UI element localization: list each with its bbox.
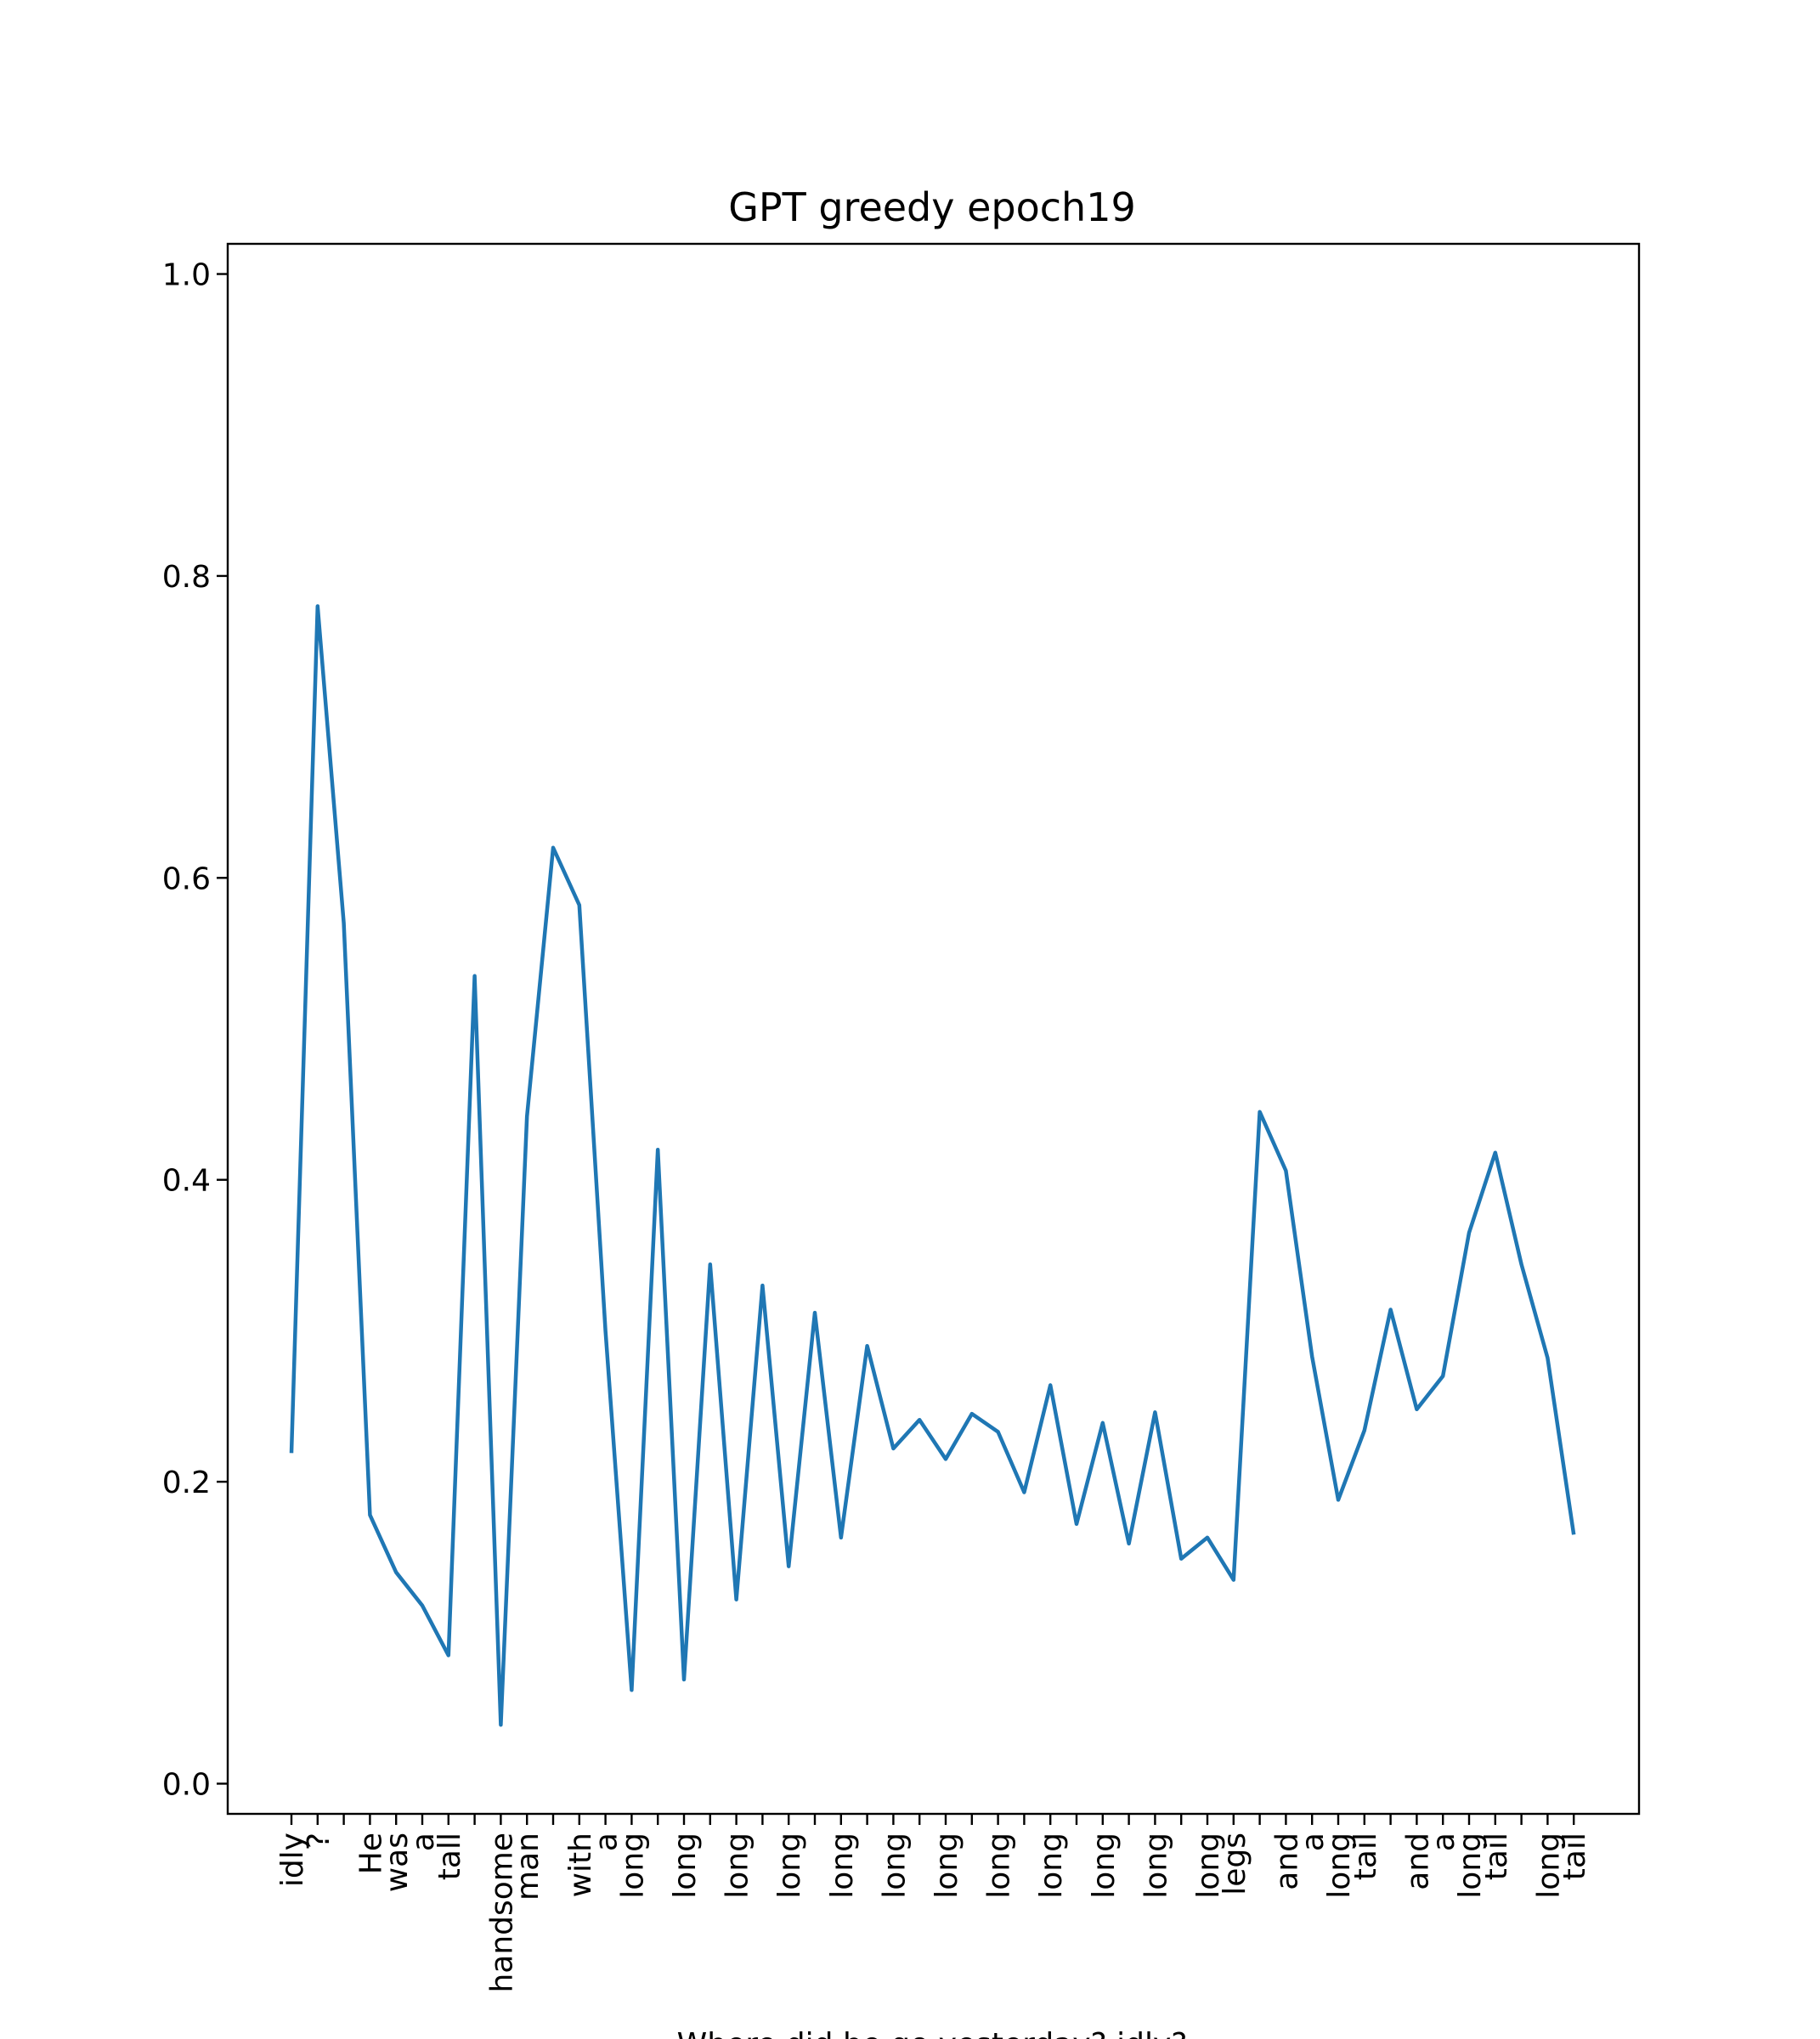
x-tick-label: long [825, 1833, 860, 1899]
x-tick-label: long [1322, 1833, 1357, 1899]
y-axis: 0.0 0.2 0.4 0.6 0.8 1.0 [162, 258, 228, 1802]
x-axis-label: Where did he go yesterday? idly? [677, 2027, 1188, 2039]
x-tick-label: long [1531, 1833, 1566, 1899]
x-tick-label: long [877, 1833, 912, 1899]
x-tick-label: tall [432, 1833, 467, 1880]
x-tick-label: a [1296, 1833, 1331, 1851]
x-tick-label: legs [1218, 1833, 1252, 1895]
axes-frame [226, 242, 1641, 1816]
x-tick-label: and [1269, 1833, 1304, 1890]
x-tick-label: tail [1479, 1833, 1514, 1880]
y-tick-label: 0.0 [162, 1767, 211, 1802]
x-tick-label: tail [1348, 1833, 1383, 1880]
x-tick-label: long [930, 1833, 964, 1899]
x-tick-label: long [1087, 1833, 1122, 1899]
x-tick-label: long [772, 1833, 807, 1899]
x-tick-label: a [406, 1833, 441, 1851]
plot-area [289, 604, 1576, 1727]
x-tick-label: He [353, 1833, 388, 1874]
x-tick-label: handsome [484, 1833, 519, 1993]
x-tick-label: long [721, 1833, 755, 1899]
x-tick-label: was [380, 1833, 415, 1892]
y-tick-label: 0.8 [162, 560, 211, 595]
series-line-0 [289, 604, 1576, 1727]
x-tick-label: a [1427, 1833, 1461, 1851]
x-tick-label: long [982, 1833, 1017, 1899]
y-tick-label: 1.0 [162, 258, 211, 293]
x-tick-label: and [1400, 1833, 1435, 1890]
chart-title: GPT greedy epoch19 [728, 184, 1135, 230]
x-tick-label: a [590, 1833, 625, 1851]
x-tick-label: long [1139, 1833, 1173, 1899]
x-tick-label: tail [1557, 1833, 1592, 1880]
x-tick-label: long [1034, 1833, 1069, 1899]
x-tick-label: long [668, 1833, 703, 1899]
y-tick-label: 0.2 [162, 1466, 211, 1500]
x-tick-label: ? [302, 1833, 336, 1849]
x-tick-label: long [1453, 1833, 1488, 1899]
x-tick-label: man [511, 1833, 545, 1901]
x-tick-label: long [1191, 1833, 1226, 1899]
x-tick-label: idly [275, 1833, 310, 1887]
x-tick-label: with [563, 1833, 598, 1897]
y-tick-label: 0.6 [162, 861, 211, 896]
y-tick-label: 0.4 [162, 1164, 211, 1199]
x-tick-label: long [615, 1833, 650, 1899]
